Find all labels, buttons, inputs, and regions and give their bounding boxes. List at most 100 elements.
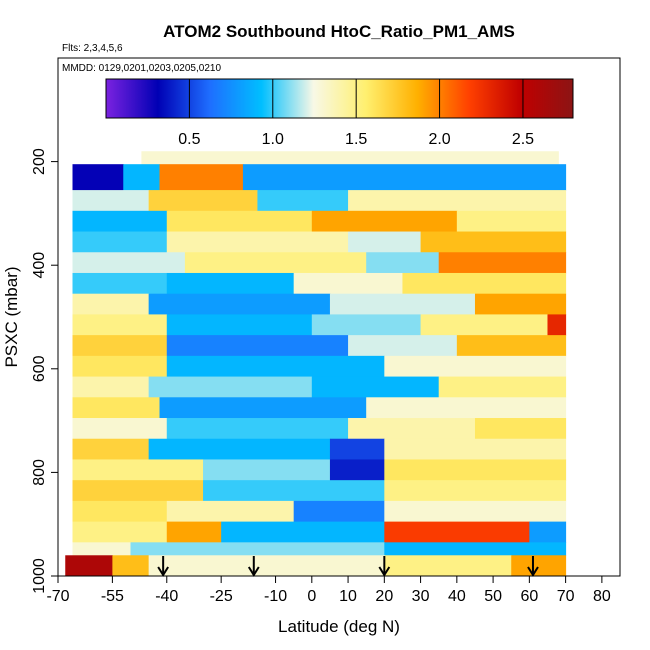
heatmap-layer [72, 459, 567, 481]
heatmap-cell [166, 231, 349, 253]
heatmap-cell [166, 355, 385, 378]
heatmap-layer [65, 555, 567, 577]
y-tick-label: 1000 [31, 558, 48, 594]
heatmap-cell [474, 293, 567, 315]
chart-title: ATOM2 Southbound HtoC_Ratio_PM1_AMS [163, 22, 515, 41]
heatmap-cell [384, 500, 567, 523]
heatmap-layer [72, 500, 567, 523]
heatmap-cell [293, 272, 403, 295]
x-tick-label: -10 [264, 588, 287, 605]
x-tick-label: 0 [307, 588, 316, 605]
x-tick-label: 40 [448, 588, 466, 605]
heatmap-layer [72, 293, 567, 315]
x-tick-label: -40 [155, 588, 178, 605]
heatmap-cell [474, 418, 567, 440]
heatmap-cell [72, 542, 132, 556]
heatmap-cell [511, 555, 567, 577]
colorbar-tick-label: 1.5 [345, 131, 367, 148]
heatmap-cell [148, 438, 331, 460]
heatmap-cell [293, 500, 385, 523]
heatmap-cell [547, 314, 567, 336]
dates-note: MMDD: 0129,0201,0203,0205,0210 [62, 63, 221, 74]
heatmap-cell [72, 272, 168, 295]
heatmap-cell [166, 314, 313, 336]
heatmap-layer [72, 521, 567, 543]
heatmap-cell [72, 355, 168, 378]
heatmap-layer [72, 210, 567, 233]
colorbar-tick-label: 1.0 [262, 131, 284, 148]
heatmap-cell [72, 438, 150, 460]
y-tick-label: 200 [31, 148, 48, 175]
heatmap-cell [366, 252, 440, 274]
x-tick-label: 60 [520, 588, 538, 605]
y-axis-label: PSXC (mbar) [2, 266, 21, 367]
heatmap-cell [123, 164, 161, 191]
colorbar-tick-label: 2.0 [428, 131, 450, 148]
heatmap-cell [348, 231, 422, 253]
x-tick-label: 30 [412, 588, 430, 605]
heatmap-cell [203, 480, 385, 502]
y-tick-label: 800 [31, 459, 48, 486]
heatmap-layer [72, 480, 567, 502]
heatmap-cell [72, 252, 186, 274]
heatmap-cell [72, 480, 204, 502]
heatmap-cell [384, 355, 567, 378]
x-tick-label: 20 [375, 588, 393, 605]
heatmap-layer [72, 272, 567, 295]
heatmap-cell [456, 210, 567, 233]
plot-frame [57, 57, 621, 577]
flights-note: Flts: 2,3,4,5,6 [62, 43, 123, 54]
heatmap-cell [384, 555, 512, 577]
heatmap-cell [384, 459, 567, 481]
heatmap-cell [130, 542, 385, 556]
heatmap-layer [72, 376, 567, 398]
x-tick-label: 80 [593, 588, 611, 605]
heatmap-cell [166, 210, 313, 233]
heatmap-cell [148, 555, 385, 577]
colorbar [105, 78, 574, 119]
heatmap-cell [184, 252, 367, 274]
y-tick-label: 400 [31, 252, 48, 279]
colorbar-tick-label: 0.5 [178, 131, 200, 148]
heatmap-cell [148, 190, 258, 212]
heatmap-cell [112, 555, 150, 577]
heatmap-layer [72, 231, 567, 253]
heatmap-cell [242, 164, 567, 191]
heatmap-layers [65, 151, 567, 577]
heatmap-cell [366, 397, 567, 419]
heatmap-layer [72, 335, 567, 357]
heatmap-layer [72, 355, 567, 378]
heatmap-cell [148, 293, 331, 315]
heatmap-cell [72, 210, 168, 233]
heatmap-layer [72, 397, 567, 419]
heatmap-cell [420, 231, 567, 253]
heatmap-cell [311, 376, 440, 398]
date-arrow [157, 556, 169, 577]
heatmap-cell [438, 252, 567, 274]
heatmap-cell [166, 500, 295, 523]
x-tick-label: -70 [46, 588, 69, 605]
x-tick-label: 10 [339, 588, 357, 605]
heatmap-layer [72, 438, 567, 460]
x-tick-label: 70 [557, 588, 575, 605]
heatmap-cell [529, 521, 567, 543]
heatmap-cell [311, 314, 422, 336]
heatmap-cell [72, 397, 161, 419]
heatmap-cell [72, 164, 124, 191]
heatmap-cell [384, 521, 530, 543]
heatmap-layer [72, 418, 567, 440]
heatmap-cell [72, 376, 150, 398]
heatmap-cell [148, 376, 313, 398]
heatmap-cell [166, 418, 349, 440]
heatmap-cell [72, 521, 168, 543]
heatmap-cell [72, 190, 150, 212]
heatmap-cell [159, 164, 244, 191]
heatmap-cell [72, 418, 168, 440]
y-axis: 200 400 600 800 1000 [31, 148, 58, 594]
heatmap-cell [166, 521, 222, 543]
heatmap-cell [203, 459, 331, 481]
heatmap-cell [141, 151, 559, 165]
date-arrow [247, 556, 260, 577]
date-arrow [378, 556, 391, 577]
colorbar-ticks: 0.5 1.0 1.5 2.0 2.5 [178, 79, 534, 148]
